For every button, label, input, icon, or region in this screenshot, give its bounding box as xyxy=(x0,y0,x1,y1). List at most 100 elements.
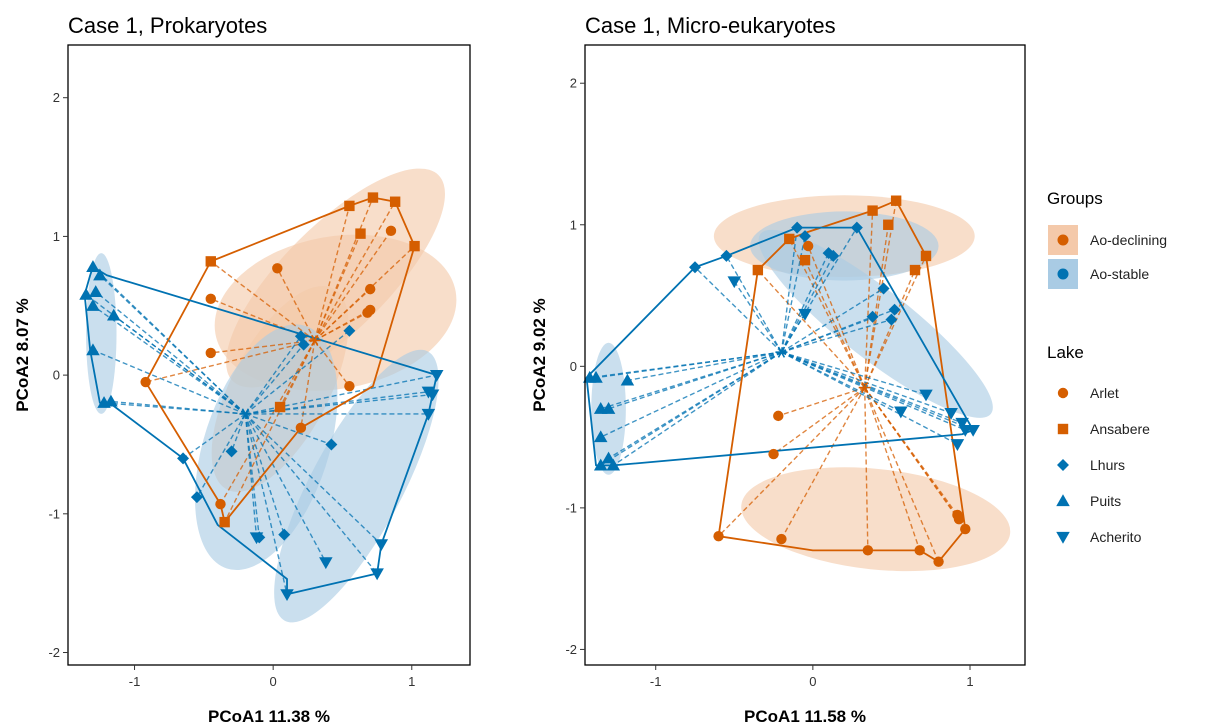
micro-eukaryotes-point-arlet xyxy=(933,556,944,567)
prokaryotes-ao-declining-spider-line xyxy=(210,339,315,354)
micro-eukaryotes-point-acherito xyxy=(944,407,958,420)
micro-eukaryotes-ao-stable-spider-line xyxy=(781,318,892,353)
micro-eukaryotes-ao-stable-spider-line xyxy=(627,351,782,382)
prokaryotes-ao-declining-spider-line xyxy=(314,245,416,341)
prokaryotes-ao-declining-spider-line xyxy=(210,260,316,341)
legend-label-acherito: Acherito xyxy=(1090,529,1142,545)
micro-eukaryotes-ao-stable-spider-line xyxy=(780,252,830,353)
prokaryotes-ao-declining-spider-line xyxy=(314,340,350,387)
prokaryotes-point-puits xyxy=(86,260,100,272)
prokaryotes-ao-stable-spider-line xyxy=(92,349,246,415)
x-axis-title-micro-eukaryotes: PCoA1 11.58 % xyxy=(744,707,866,726)
micro-eukaryotes-ao-declining-spider-line xyxy=(864,387,869,551)
micro-eukaryotes-ao-declining-spider-line xyxy=(864,224,889,388)
micro-eukaryotes-point-lhurs xyxy=(877,282,890,295)
prokaryotes-ao-declining-hull xyxy=(144,196,416,524)
prokaryotes-ao-stable-spider-line xyxy=(230,413,247,452)
micro-eukaryotes-point-acherito xyxy=(798,308,812,321)
micro-eukaryotes-point-lhurs xyxy=(866,310,879,323)
prokaryotes-point-acherito xyxy=(374,539,389,552)
micro-eukaryotes-point-arlet xyxy=(768,448,779,460)
micro-eukaryotes-point-puits xyxy=(593,458,608,471)
micro-eukaryotes-ao-stable-spider-line xyxy=(781,351,958,445)
micro-eukaryotes-ao-stable-spider-line xyxy=(733,281,783,353)
micro-eukaryotes-ao-declining-spider-line xyxy=(864,387,966,530)
prokaryotes-point-puits xyxy=(86,343,100,356)
legend-marker-acherito xyxy=(1056,531,1070,544)
prokaryotes-point-acherito xyxy=(249,532,264,545)
micro-eukaryotes-point-lhurs xyxy=(822,247,835,260)
prokaryotes-point-lhurs xyxy=(190,491,203,504)
micro-eukaryotes-point-acherito xyxy=(955,417,969,430)
prokaryotes-point-ansabere xyxy=(274,401,286,413)
y-axis-title-micro-eukaryotes: PCoA2 9.02 % xyxy=(530,298,549,411)
prokaryotes-point-arlet xyxy=(205,347,216,359)
prokaryotes-point-ansabere xyxy=(344,200,355,212)
micro-eukaryotes-point-ansabere xyxy=(799,254,811,266)
prokaryotes-ao-declining-spider-line xyxy=(276,267,316,341)
prokaryotes-ao-stable-spider-line xyxy=(245,393,433,415)
micro-eukaryotes-ao-declining-spider-line xyxy=(864,210,874,388)
micro-eukaryotes-ao-declining-spider-line xyxy=(780,387,866,540)
legend-label-ao-stable: Ao-stable xyxy=(1090,266,1149,282)
prokaryotes-ao-stable-spider-line xyxy=(95,291,246,415)
micro-eukaryotes-point-lhurs xyxy=(888,303,901,316)
prokaryotes-point-puits xyxy=(106,308,121,321)
prokaryotes-point-lhurs xyxy=(177,452,190,465)
micro-eukaryotes-ticks: -1 0 1 -2 -1 0 1 2 xyxy=(565,76,973,689)
micro-eukaryotes-point-acherito xyxy=(727,276,742,289)
micro-eukaryotes-point-puits xyxy=(620,373,635,386)
prokaryotes-ao-stable-spider-line xyxy=(182,413,246,459)
panel-title-prokaryotes: Case 1, Prokaryotes xyxy=(68,13,267,38)
legend-marker-ao-declining xyxy=(1057,234,1069,246)
micro-eukaryotes-ao-declining-spider-line xyxy=(757,269,866,389)
micro-eukaryotes-point-arlet xyxy=(802,240,814,252)
prokaryotes-y-tick-label: 2 xyxy=(53,90,60,105)
prokaryotes-x-tick-label: 1 xyxy=(408,674,415,689)
prokaryotes-point-arlet xyxy=(362,307,373,318)
prokaryotes-point-ansabere xyxy=(409,240,420,252)
micro-eukaryotes-ao-stable-spider-line xyxy=(595,351,782,379)
legend-lake-title: Lake xyxy=(1047,343,1084,362)
micro-eukaryotes-point-ansabere xyxy=(909,264,921,276)
legend-label-ansabere: Ansabere xyxy=(1090,421,1150,437)
prokaryotes-point-arlet xyxy=(344,381,355,392)
prokaryotes-ao-declining-spider-line xyxy=(314,205,351,341)
prokaryotes-ao-stable-ellipse-3 xyxy=(274,349,439,623)
prokaryotes-point-acherito xyxy=(425,389,440,402)
micro-eukaryotes-point-ansabere xyxy=(920,250,932,262)
legend-marker-lhurs xyxy=(1057,459,1069,471)
micro-eukaryotes-point-acherito xyxy=(966,424,980,437)
micro-eukaryotes-x-tick-label: 0 xyxy=(809,674,816,689)
micro-eukaryotes-point-arlet xyxy=(953,514,965,525)
legend-lakes: Arlet Ansabere Lhurs Puits Acherito xyxy=(1056,385,1150,545)
micro-eukaryotes-point-lhurs xyxy=(799,230,811,243)
legend-groups: Ao-declining Ao-stable xyxy=(1048,225,1167,289)
micro-eukaryotes-point-puits xyxy=(606,458,621,471)
x-axis-title-prokaryotes: PCoA1 11.38 % xyxy=(208,707,330,726)
prokaryotes-point-ansabere xyxy=(367,192,379,203)
micro-eukaryotes-point-lhurs xyxy=(850,221,863,234)
micro-eukaryotes-ao-stable-centroid xyxy=(777,346,786,358)
panel-title-micro-eukaryotes: Case 1, Micro-eukaryotes xyxy=(585,13,836,38)
micro-eukaryotes-plot-area xyxy=(582,195,1011,572)
micro-eukaryotes-point-puits xyxy=(593,430,608,443)
prokaryotes-point-arlet xyxy=(385,225,397,237)
legend-marker-ansabere xyxy=(1057,423,1069,435)
legend-marker-arlet xyxy=(1057,387,1069,399)
prokaryotes-point-ansabere xyxy=(219,516,230,528)
legend-label-puits: Puits xyxy=(1090,493,1121,509)
micro-eukaryotes-point-ansabere xyxy=(752,264,764,276)
prokaryotes-ao-declining-spider-line xyxy=(314,233,362,341)
micro-eukaryotes-point-acherito xyxy=(950,439,965,451)
micro-eukaryotes-ao-stable-spider-line xyxy=(781,351,974,431)
prokaryotes-ao-stable-spider-line xyxy=(110,400,246,415)
micro-eukaryotes-ao-stable-spider-line xyxy=(600,351,782,438)
micro-eukaryotes-ao-stable-spider-line xyxy=(781,351,902,413)
micro-eukaryotes-point-arlet xyxy=(773,410,784,422)
micro-eukaryotes-ao-stable-spider-line xyxy=(608,351,782,410)
micro-eukaryotes-point-arlet xyxy=(914,545,925,556)
micro-eukaryotes-x-tick-label: 1 xyxy=(966,674,973,689)
